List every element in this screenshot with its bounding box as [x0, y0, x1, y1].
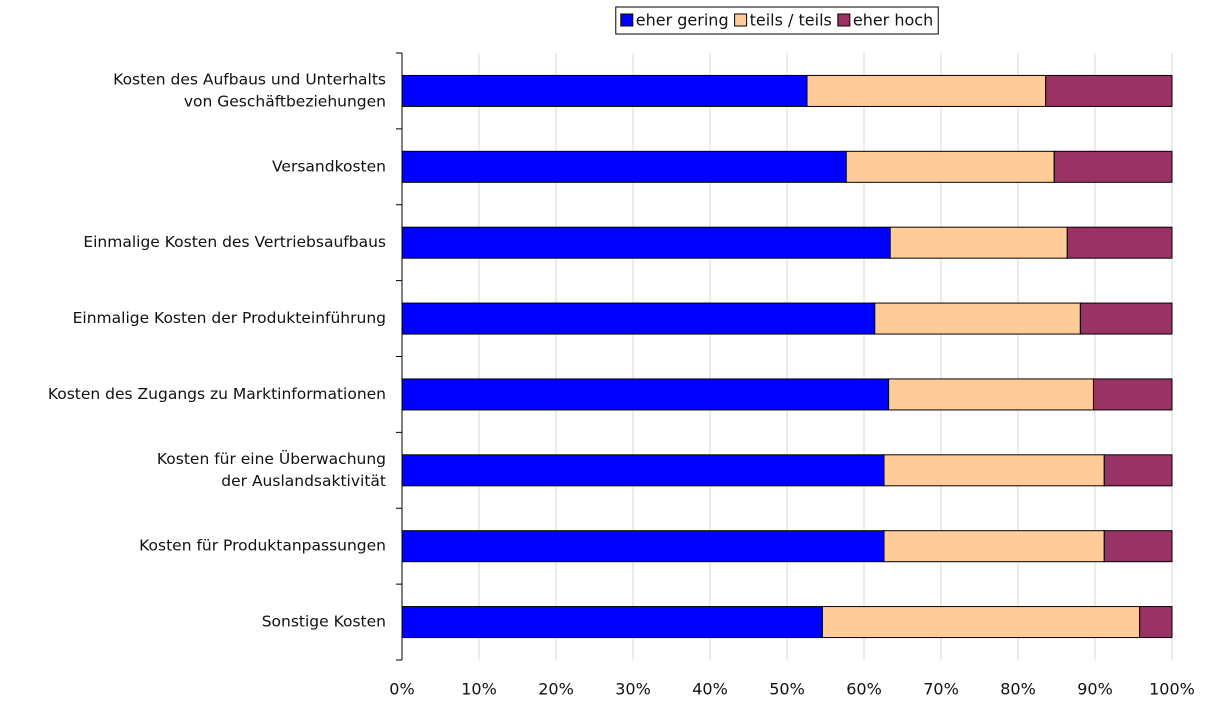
bar-segment-eher-hoch: [1103, 530, 1173, 563]
x-tick-label: 30%: [615, 680, 651, 699]
gridlines: [478, 53, 1173, 660]
bar-segment-eher-hoch: [1139, 606, 1173, 639]
category-label: Einmalige Kosten der Produkteinführung: [73, 309, 386, 327]
bar-segment-eher-hoch: [1053, 150, 1173, 183]
category-labels: Kosten des Aufbaus und Unterhalts von Ges…: [48, 70, 386, 630]
x-tick-label: 50%: [769, 680, 805, 699]
category-label: Kosten für eine Überwachung: [157, 449, 386, 468]
bar-segment-eher-gering: [401, 606, 823, 639]
legend-swatch: [734, 13, 748, 27]
x-tick-label: 80%: [1000, 680, 1036, 699]
legend-swatch: [620, 13, 634, 27]
bar-segment-eher-gering: [401, 150, 847, 183]
x-tick-label: 100%: [1149, 680, 1195, 699]
category-label: Kosten des Aufbaus und Unterhalts: [113, 70, 386, 88]
bar-segment-eher-hoch: [1066, 226, 1173, 259]
legend: eher gering teils / teils eher hoch: [615, 6, 939, 35]
x-tick-label: 90%: [1077, 680, 1113, 699]
legend-swatch: [837, 13, 851, 27]
category-label: von Geschäftbeziehungen: [184, 92, 386, 110]
bar-segment-eher-gering: [401, 226, 891, 259]
bar-segment-eher-hoch: [1079, 302, 1173, 335]
bar-segment-teils-teils: [883, 530, 1105, 563]
bars: [401, 74, 1173, 639]
x-tick-label: 70%: [923, 680, 959, 699]
x-tick-label: 60%: [846, 680, 882, 699]
legend-box: [615, 6, 939, 35]
category-label: Kosten für Produktanpassungen: [139, 537, 386, 555]
bar-segment-eher-gering: [401, 378, 890, 411]
bar-segment-eher-hoch: [1103, 454, 1173, 487]
bar-segment-teils-teils: [883, 454, 1105, 487]
bar-segment-teils-teils: [821, 606, 1141, 639]
bar-segment-teils-teils: [874, 302, 1081, 335]
x-tick-label: 40%: [692, 680, 728, 699]
bar-segment-eher-gering: [401, 530, 885, 563]
bar-segment-teils-teils: [845, 150, 1055, 183]
category-label: Versandkosten: [272, 157, 386, 175]
category-label: Sonstige Kosten: [262, 613, 386, 631]
category-label: Einmalige Kosten des Vertriebsaufbaus: [83, 233, 386, 251]
x-tick-label: 0%: [389, 680, 414, 699]
category-label: der Auslandsaktivität: [221, 472, 386, 490]
x-tick-labels: 0% 10% 20% 30% 40% 50% 60% 70% 80% 90% 100%: [389, 680, 1195, 699]
x-tick-label: 10%: [461, 680, 497, 699]
bar-segment-eher-hoch: [1045, 74, 1173, 107]
legend-label: eher hoch: [853, 11, 933, 30]
bar-segment-eher-gering: [401, 74, 808, 107]
category-label: Kosten des Zugangs zu Marktinformationen: [48, 385, 386, 403]
axes: [396, 52, 403, 661]
legend-label: eher gering: [636, 11, 729, 30]
bar-segment-teils-teils: [888, 378, 1094, 411]
x-tick-label: 20%: [538, 680, 574, 699]
bar-segment-teils-teils: [806, 74, 1047, 107]
bar-segment-eher-gering: [401, 302, 876, 335]
bar-segment-eher-hoch: [1092, 378, 1173, 411]
bar-segment-eher-gering: [401, 454, 885, 487]
bar-segment-teils-teils: [889, 226, 1068, 259]
legend-label: teils / teils: [750, 11, 832, 30]
